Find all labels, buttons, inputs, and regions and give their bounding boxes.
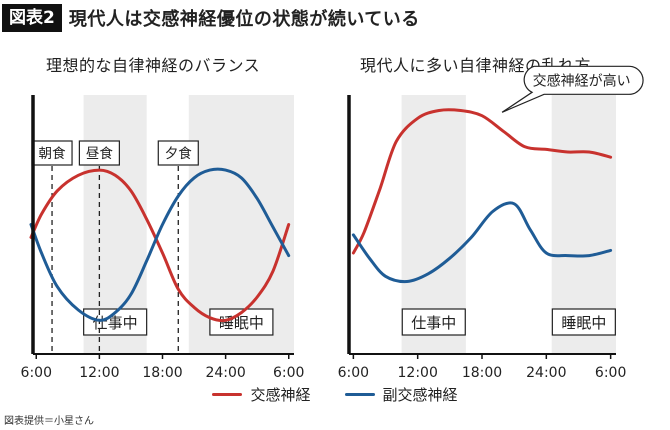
x-tick-label-ideal-1: 12:00 — [79, 365, 119, 381]
figure-title: 図表2 現代人は交感神経優位の状態が続いている — [0, 4, 420, 32]
x-tick-label-ideal-4: 6:00 — [273, 365, 304, 381]
figure-credit: 図表提供＝小星さん — [4, 416, 94, 427]
figure-badge: 図表2 — [2, 4, 62, 32]
legend-label-sympathetic: 交感神経 — [250, 386, 311, 404]
x-tick-label-modern-1: 12:00 — [398, 365, 438, 381]
x-tick-label-ideal-2: 18:00 — [142, 365, 182, 381]
chart-panel-modern: 仕事中 睡眠中 交感神経が高い 6:00 12:00 18:00 24:00 6:00 — [338, 65, 644, 381]
band-label-modern-0: 仕事中 — [411, 314, 456, 332]
series-ideal-sympathetic — [29, 168, 291, 323]
x-tick-label-modern-4: 6:00 — [595, 365, 626, 381]
event-label-box-1 — [78, 140, 120, 166]
legend-swatch-sympathetic — [212, 393, 243, 396]
event-label-0: 朝食 — [39, 145, 66, 162]
figure-heading: 現代人は交感神経優位の状態が続いている — [68, 9, 420, 30]
x-tick-label-ideal-3: 24:00 — [205, 365, 245, 381]
legend-swatch-parasympathetic — [344, 393, 375, 396]
x-tick-label-ideal-0: 6:00 — [21, 365, 52, 381]
event-label-2: 夕食 — [165, 145, 192, 162]
x-tick-label-modern-2: 18:00 — [462, 365, 502, 381]
legend-item-parasympathetic: 副交感神経 — [344, 384, 458, 405]
band-label-modern-1: 睡眠中 — [561, 314, 606, 332]
band-label-ideal-1: 睡眠中 — [219, 314, 264, 332]
x-tick-label-modern-0: 6:00 — [338, 365, 369, 381]
panel-title-ideal: 理想的な自律神経のバランス — [46, 56, 261, 75]
annotation-bubble-0 — [501, 65, 644, 113]
event-label-1: 昼食 — [86, 145, 113, 162]
annotation-text-0: 交感神経が高い — [533, 72, 631, 89]
series-modern-parasympathetic — [351, 201, 613, 284]
x-tick-label-modern-3: 24:00 — [526, 365, 566, 381]
event-label-box-2 — [157, 140, 199, 166]
series-ideal-parasympathetic — [29, 167, 291, 322]
legend-label-parasympathetic: 副交感神経 — [382, 386, 458, 404]
series-modern-sympathetic — [351, 108, 613, 255]
band-label-box-modern-1 — [551, 308, 616, 336]
legend: 交感神経 副交感神経 — [0, 384, 670, 405]
legend-item-sympathetic: 交感神経 — [212, 384, 311, 405]
band-label-box-modern-0 — [401, 308, 466, 336]
